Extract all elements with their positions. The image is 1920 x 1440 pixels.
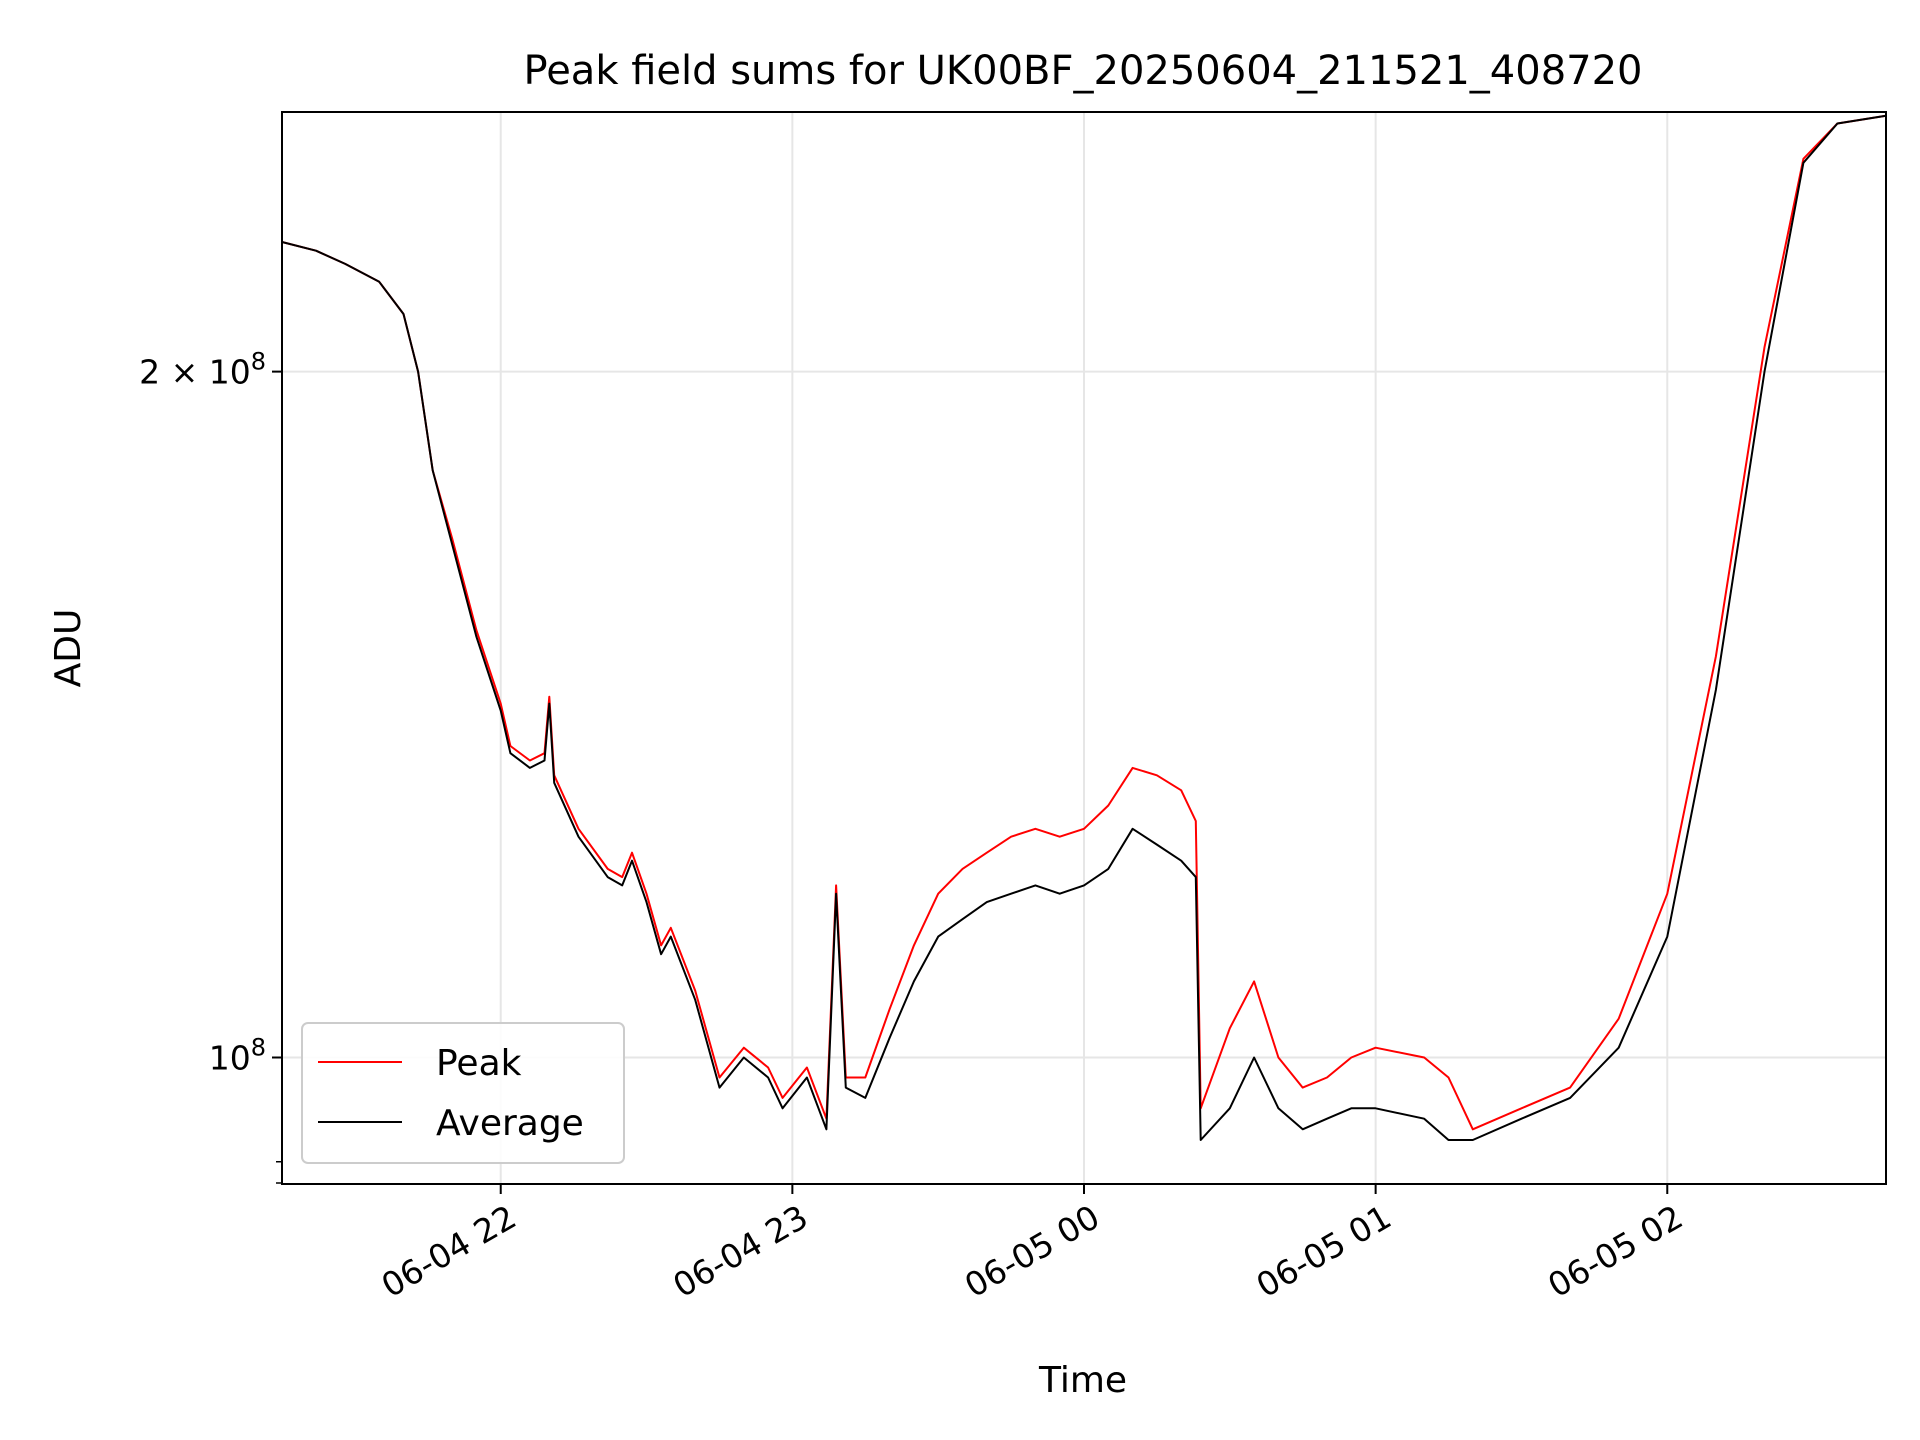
y-tick-exponent: 8 bbox=[251, 348, 266, 376]
series-lines bbox=[281, 114, 1887, 1141]
y-axis-label: ADU bbox=[48, 609, 89, 688]
legend-box bbox=[301, 1022, 625, 1164]
legend-label-average: Average bbox=[436, 1103, 584, 1144]
series-line-peak bbox=[281, 114, 1887, 1131]
y-tick-label: 108 bbox=[209, 1034, 266, 1078]
y-tick-label: 2 × 108 bbox=[139, 348, 266, 392]
series-line-average bbox=[281, 114, 1887, 1141]
chart-title: Peak field sums for UK00BF_20250604_2115… bbox=[524, 48, 1643, 94]
legend: Peak Average bbox=[301, 1022, 625, 1164]
legend-label-peak: Peak bbox=[436, 1043, 522, 1084]
x-axis-label: Time bbox=[1038, 1360, 1127, 1401]
grid bbox=[282, 112, 1886, 1184]
y-tick-base: 10 bbox=[209, 1039, 251, 1078]
y-tick-base: 2 × 10 bbox=[139, 353, 251, 392]
y-tick-exponent: 8 bbox=[251, 1034, 266, 1062]
